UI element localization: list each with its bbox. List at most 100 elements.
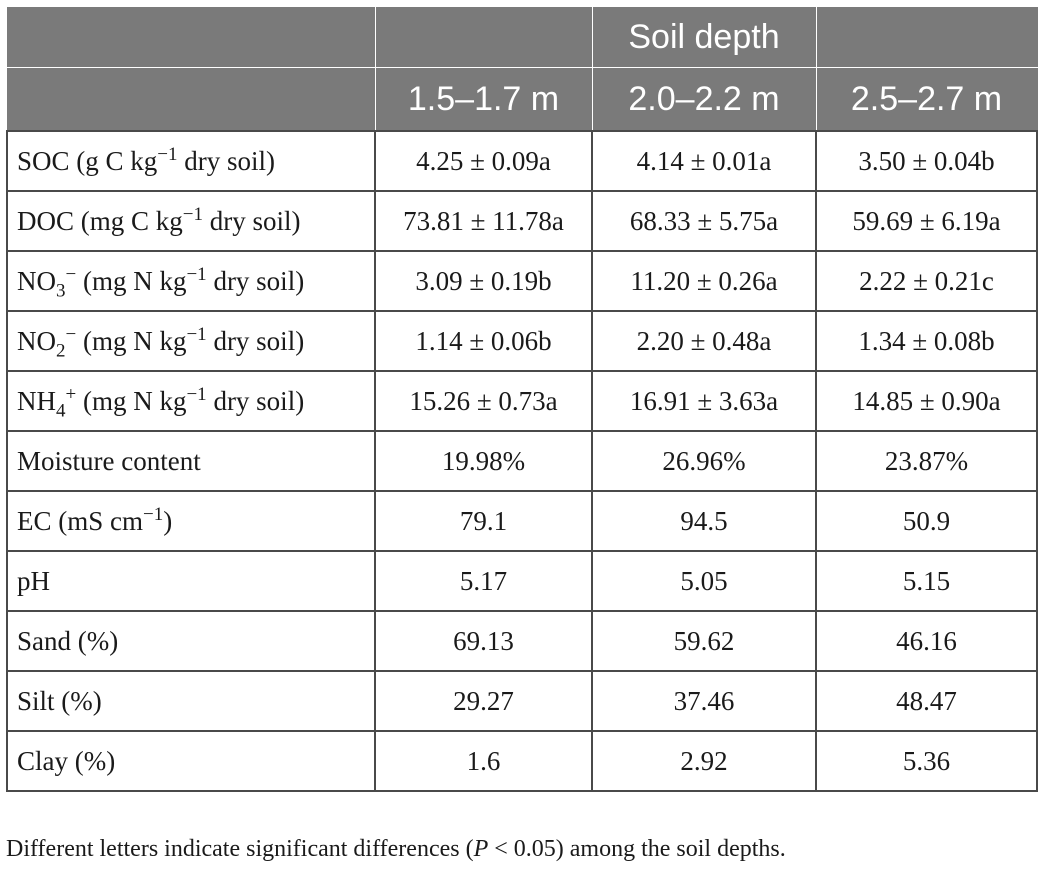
value-cell-depth-1: 3.09 ± 0.19b [374, 250, 593, 312]
label-text: Silt (%) [17, 685, 102, 716]
table-row: DOC (mg C kg−1 dry soil) 73.81 ± 11.78a 68… [6, 190, 1038, 252]
value-cell-depth-1: 1.6 [374, 730, 593, 792]
label-unit-exponent: −1 [186, 263, 207, 285]
label-text: EC (mS cm [17, 505, 143, 536]
header-row-columns: 1.5–1.7 m 2.0–2.2 m 2.5–2.7 m [6, 67, 1038, 132]
value-cell-depth-2: 4.14 ± 0.01a [591, 130, 817, 192]
label-text-suffix: dry soil) [206, 265, 305, 296]
table-row: pH 5.17 5.05 5.15 [6, 550, 1038, 612]
footnote-p-symbol: P [473, 836, 489, 862]
header-row-group: Soil depth [6, 7, 1038, 68]
value-cell-depth-3: 1.34 ± 0.08b [815, 310, 1038, 372]
label-chemical-symbol: NO [17, 325, 56, 356]
value-cell-depth-1: 29.27 [374, 670, 593, 732]
value-cell-depth-3: 2.22 ± 0.21c [815, 250, 1038, 312]
value-cell-depth-2: 5.05 [591, 550, 817, 612]
value-cell-depth-1: 69.13 [374, 610, 593, 672]
row-label-clay: Clay (%) [6, 730, 376, 792]
value-cell-depth-2: 26.96% [591, 430, 817, 492]
footnote-text-pre: Different letters indicate significant d… [6, 836, 474, 862]
table-row: NH4+ (mg N kg−1 dry soil) 15.26 ± 0.73a 16… [6, 370, 1038, 432]
table-row: NO2− (mg N kg−1 dry soil) 1.14 ± 0.06b 2.2… [6, 310, 1038, 372]
value-cell-depth-3: 5.36 [815, 730, 1038, 792]
label-ion-charge: + [65, 383, 77, 405]
soil-properties-table-container: Soil depth 1.5–1.7 m 2.0–2.2 m 2.5–2.7 m… [6, 7, 1038, 792]
row-label-ph: pH [6, 550, 376, 612]
value-cell-depth-2: 68.33 ± 5.75a [591, 190, 817, 252]
label-unit-exponent: −1 [186, 323, 207, 345]
label-text-suffix: dry soil) [177, 145, 275, 176]
table-row: SOC (g C kg−1 dry soil) 4.25 ± 0.09a 4.14 … [6, 130, 1038, 192]
label-text-suffix: dry soil) [206, 385, 305, 416]
value-cell-depth-1: 73.81 ± 11.78a [374, 190, 593, 252]
header-corner-cell [6, 7, 376, 68]
value-cell-depth-1: 15.26 ± 0.73a [374, 370, 593, 432]
value-cell-depth-1: 4.25 ± 0.09a [374, 130, 593, 192]
value-cell-depth-1: 79.1 [374, 490, 593, 552]
row-label-moisture: Moisture content [6, 430, 376, 492]
label-text: (mg N kg [76, 265, 187, 296]
value-cell-depth-3: 5.15 [815, 550, 1038, 612]
label-text: Sand (%) [17, 625, 119, 656]
value-cell-depth-2: 2.92 [591, 730, 817, 792]
row-label-soc: SOC (g C kg−1 dry soil) [6, 130, 376, 192]
table-row: Sand (%) 69.13 59.62 46.16 [6, 610, 1038, 672]
label-unit-exponent: −1 [186, 383, 207, 405]
label-unit-exponent: −1 [143, 503, 164, 525]
table-footnote: Different letters indicate significant d… [6, 836, 786, 863]
row-label-silt: Silt (%) [6, 670, 376, 732]
table-row: Clay (%) 1.6 2.92 5.36 [6, 730, 1038, 792]
header-group-label: Soil depth [591, 7, 817, 68]
value-cell-depth-3: 3.50 ± 0.04b [815, 130, 1038, 192]
row-label-no2: NO2− (mg N kg−1 dry soil) [6, 310, 376, 372]
label-text: pH [17, 565, 50, 596]
table-row: NO3− (mg N kg−1 dry soil) 3.09 ± 0.19b 11.… [6, 250, 1038, 312]
value-cell-depth-2: 11.20 ± 0.26a [591, 250, 817, 312]
header-blank-cell [374, 7, 593, 68]
value-cell-depth-3: 23.87% [815, 430, 1038, 492]
table-body: SOC (g C kg−1 dry soil) 4.25 ± 0.09a 4.14 … [6, 130, 1038, 792]
value-cell-depth-3: 14.85 ± 0.90a [815, 370, 1038, 432]
row-label-doc: DOC (mg C kg−1 dry soil) [6, 190, 376, 252]
label-chemical-symbol: NH [17, 385, 56, 416]
header-blank-cell [815, 7, 1038, 68]
value-cell-depth-1: 1.14 ± 0.06b [374, 310, 593, 372]
value-cell-depth-3: 48.47 [815, 670, 1038, 732]
label-subscript: 3 [56, 279, 66, 301]
value-cell-depth-3: 59.69 ± 6.19a [815, 190, 1038, 252]
table-row: Moisture content 19.98% 26.96% 23.87% [6, 430, 1038, 492]
label-text: Clay (%) [17, 745, 116, 776]
label-subscript: 4 [56, 399, 66, 421]
value-cell-depth-1: 19.98% [374, 430, 593, 492]
label-text: Moisture content [17, 445, 201, 476]
value-cell-depth-3: 50.9 [815, 490, 1038, 552]
row-label-ec: EC (mS cm−1) [6, 490, 376, 552]
value-cell-depth-2: 94.5 [591, 490, 817, 552]
label-text: (mg N kg [76, 325, 187, 356]
soil-properties-table: Soil depth 1.5–1.7 m 2.0–2.2 m 2.5–2.7 m… [6, 7, 1038, 792]
label-unit-exponent: −1 [182, 203, 203, 225]
table-row: Silt (%) 29.27 37.46 48.47 [6, 670, 1038, 732]
value-cell-depth-3: 46.16 [815, 610, 1038, 672]
label-ion-charge: − [65, 323, 77, 345]
label-text-suffix: dry soil) [206, 325, 305, 356]
label-text-suffix: ) [163, 505, 173, 536]
row-label-sand: Sand (%) [6, 610, 376, 672]
label-subscript: 2 [56, 339, 66, 361]
label-ion-charge: − [65, 263, 77, 285]
label-text: SOC (g C kg [17, 145, 158, 176]
header-column-depth-2: 2.0–2.2 m [591, 67, 817, 132]
label-chemical-symbol: NO [17, 265, 56, 296]
label-unit-exponent: −1 [157, 143, 178, 165]
table-row: EC (mS cm−1) 79.1 94.5 50.9 [6, 490, 1038, 552]
footnote-text-post: < 0.05) among the soil depths. [488, 836, 786, 862]
row-label-nh4: NH4+ (mg N kg−1 dry soil) [6, 370, 376, 432]
row-label-no3: NO3− (mg N kg−1 dry soil) [6, 250, 376, 312]
header-column-depth-3: 2.5–2.7 m [815, 67, 1038, 132]
value-cell-depth-2: 37.46 [591, 670, 817, 732]
header-column-depth-1: 1.5–1.7 m [374, 67, 593, 132]
header-corner-cell [6, 67, 376, 132]
label-text: (mg N kg [76, 385, 187, 416]
value-cell-depth-1: 5.17 [374, 550, 593, 612]
value-cell-depth-2: 2.20 ± 0.48a [591, 310, 817, 372]
